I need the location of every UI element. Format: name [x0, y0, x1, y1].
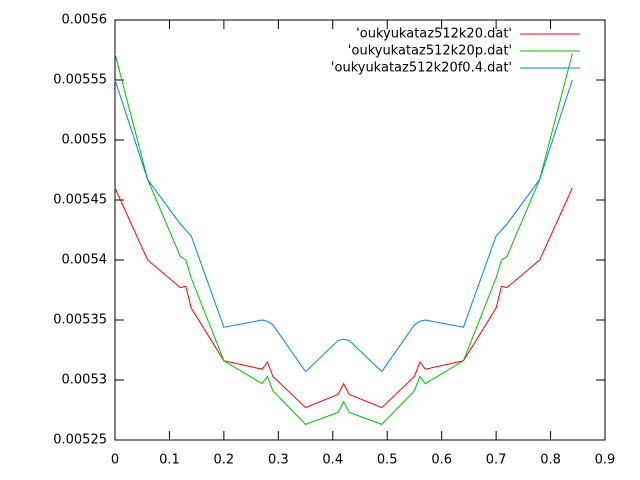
- x-tick-label: 0: [111, 453, 119, 468]
- x-tick-label: 0.1: [159, 453, 180, 468]
- x-tick-label: 0.2: [214, 453, 235, 468]
- y-tick-label: 0.0055: [62, 133, 108, 148]
- legend-label: 'oukyukataz512k20p.dat': [348, 44, 512, 59]
- legend-label: 'oukyukataz512k20f0.4.dat': [331, 61, 512, 76]
- y-tick-label: 0.00545: [53, 193, 107, 208]
- x-tick-label: 0.6: [431, 453, 452, 468]
- y-tick-label: 0.00525: [53, 433, 107, 448]
- plot-frame: [114, 19, 606, 441]
- y-tick-label: 0.00555: [53, 73, 107, 88]
- x-tick-label: 0.7: [486, 453, 507, 468]
- x-tick-label: 0.9: [595, 453, 616, 468]
- x-tick-label: 0.8: [540, 453, 561, 468]
- x-tick-label: 0.3: [268, 453, 289, 468]
- y-tick-label: 0.0056: [62, 13, 108, 28]
- y-tick-label: 0.0054: [62, 253, 108, 268]
- series-line: [114, 53, 573, 425]
- x-tick-label: 0.5: [377, 453, 398, 468]
- x-tick-label: 0.4: [322, 453, 343, 468]
- series-line: [114, 79, 573, 373]
- series-line: [114, 187, 573, 409]
- legend-label: 'oukyukataz512k20.dat': [356, 27, 512, 42]
- y-tick-label: 0.0053: [62, 373, 108, 388]
- y-tick-label: 0.00535: [53, 313, 107, 328]
